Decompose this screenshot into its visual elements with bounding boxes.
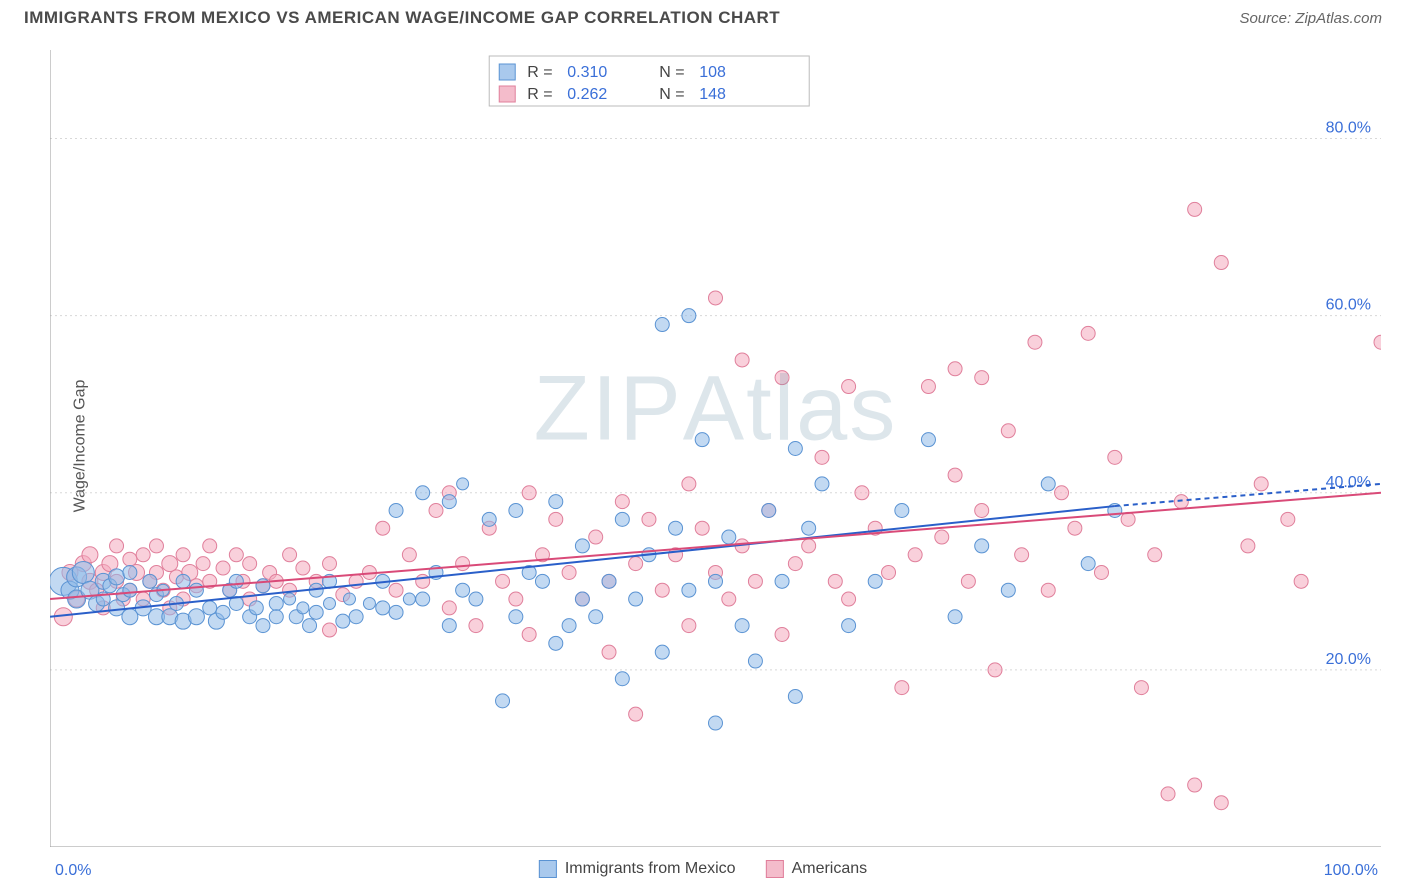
legend-label-americans: Americans (792, 860, 868, 878)
legend-item-mexico: Immigrants from Mexico (539, 860, 736, 878)
svg-text:148: 148 (699, 86, 726, 103)
legend-label-mexico: Immigrants from Mexico (565, 860, 736, 878)
svg-text:0.262: 0.262 (567, 86, 607, 103)
svg-text:108: 108 (699, 64, 726, 81)
svg-text:R =: R = (527, 86, 552, 103)
x-axis-max-label: 100.0% (1324, 862, 1378, 880)
chart-header: IMMIGRANTS FROM MEXICO VS AMERICAN WAGE/… (0, 0, 1406, 32)
svg-text:20.0%: 20.0% (1326, 651, 1371, 668)
svg-text:80.0%: 80.0% (1326, 120, 1371, 137)
bottom-legend: Immigrants from Mexico Americans (539, 860, 867, 878)
chart-container: 20.0%40.0%60.0%80.0%R =0.310N =108R =0.2… (50, 50, 1381, 847)
chart-title: IMMIGRANTS FROM MEXICO VS AMERICAN WAGE/… (24, 8, 780, 28)
legend-swatch-mexico (539, 860, 557, 878)
svg-text:N =: N = (659, 64, 684, 81)
legend-swatch-americans (766, 860, 784, 878)
svg-text:60.0%: 60.0% (1326, 297, 1371, 314)
legend-item-americans: Americans (766, 860, 868, 878)
svg-text:0.310: 0.310 (567, 64, 607, 81)
scatter-plot: 20.0%40.0%60.0%80.0%R =0.310N =108R =0.2… (50, 50, 1381, 847)
x-axis-min-label: 0.0% (55, 862, 91, 880)
svg-text:N =: N = (659, 86, 684, 103)
svg-text:R =: R = (527, 64, 552, 81)
chart-source: Source: ZipAtlas.com (1239, 10, 1382, 27)
